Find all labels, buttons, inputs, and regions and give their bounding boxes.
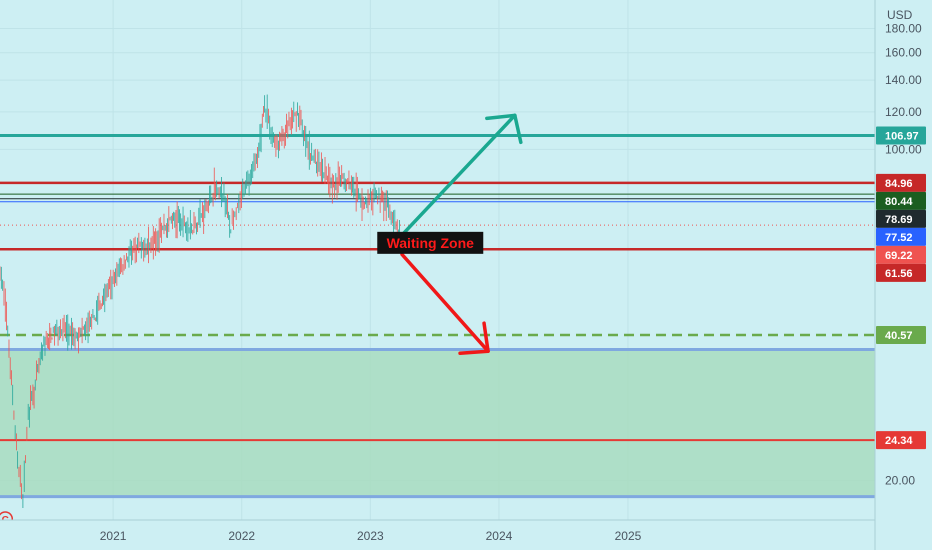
x-tick-label: 2025 [615, 529, 642, 543]
level-tag-label: 77.52 [885, 232, 913, 244]
level-tag-bg [876, 173, 926, 192]
level-tag: 69.22 [876, 245, 926, 264]
y-tick-label: 180.00 [885, 21, 922, 35]
arrow-down-head [458, 321, 490, 355]
level-tag-bg [876, 431, 926, 450]
level-tag: 24.34 [876, 431, 926, 450]
level-tag: 61.56 [876, 263, 926, 282]
x-tick-label: 2021 [100, 529, 127, 543]
level-tag-label: 84.96 [885, 178, 913, 190]
level-tag: 80.44 [876, 191, 926, 210]
level-tag: 77.52 [876, 227, 926, 246]
level-tag-bg [876, 263, 926, 282]
level-tag-label: 80.44 [885, 196, 913, 208]
level-tag-label: 24.34 [885, 435, 913, 447]
x-tick-label: 2022 [228, 529, 255, 543]
level-tag-bg [876, 227, 926, 246]
x-tick-label: 2024 [486, 529, 513, 543]
currency-label: USD [887, 8, 913, 22]
zone-fill [0, 349, 875, 497]
level-tag-bg [876, 126, 926, 145]
level-tag-bg [876, 245, 926, 264]
y-tick-label: 140.00 [885, 73, 922, 87]
level-tag: 106.97 [876, 126, 926, 145]
y-tick-label: 160.00 [885, 46, 922, 60]
level-tag: 40.57 [876, 326, 926, 345]
level-tag-label: 69.22 [885, 250, 913, 262]
waiting-zone-text: Waiting Zone [387, 235, 475, 251]
annotations: Waiting ZoneC [0, 231, 484, 527]
level-tag-label: 40.57 [885, 330, 913, 342]
x-tick-label: 2023 [357, 529, 384, 543]
level-tag-bg [876, 326, 926, 345]
support-zone [0, 348, 875, 499]
projection-arrows [400, 113, 523, 355]
level-tag-bg [876, 209, 926, 228]
y-tick-label: 100.00 [885, 142, 922, 156]
y-tick-label: 120.00 [885, 105, 922, 119]
level-tag-bg [876, 191, 926, 210]
level-tag-label: 61.56 [885, 268, 913, 280]
price-series [0, 94, 401, 508]
y-tick-label: 20.00 [885, 474, 915, 488]
level-tag: 78.69 [876, 209, 926, 228]
waiting-zone-box [377, 231, 484, 254]
level-tag-label: 78.69 [885, 214, 913, 226]
level-tag-label: 106.97 [885, 131, 919, 143]
arrow-down-shaft [400, 252, 490, 353]
waiting-zone-label: Waiting Zone [377, 231, 484, 254]
arrow-up-shaft [400, 113, 517, 237]
arrow-up-head [485, 113, 523, 145]
time-axis-panel [0, 520, 875, 550]
level-tag: 84.96 [876, 173, 926, 192]
